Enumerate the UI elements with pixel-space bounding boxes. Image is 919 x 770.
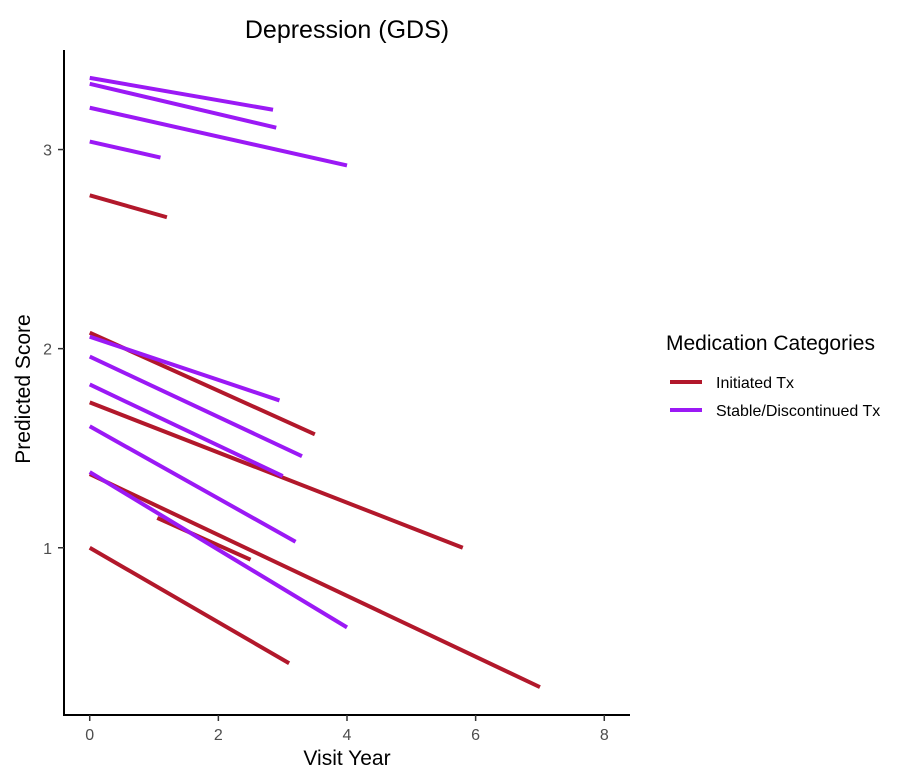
x-tick-label-6: 6	[471, 727, 480, 744]
chart-title: Depression (GDS)	[245, 16, 449, 44]
series-0	[88, 193, 541, 689]
series-0-line-0	[89, 193, 168, 220]
series-1-line-5	[88, 354, 303, 458]
series-1-line-2	[89, 105, 348, 168]
x-axis-title: Visit Year	[303, 747, 390, 770]
legend-label-0: Initiated Tx	[716, 375, 794, 392]
x-tick-label-8: 8	[600, 727, 609, 744]
series-1-line-3	[89, 139, 161, 160]
x-tick-label-2: 2	[214, 727, 223, 744]
y-axis-title: Predicted Score	[12, 314, 35, 463]
series-1-line-6	[88, 382, 284, 478]
series-1	[88, 75, 349, 630]
series-1-line-4	[89, 334, 281, 403]
x-tick-label-4: 4	[343, 727, 352, 744]
series-1-line-7	[88, 424, 297, 544]
y-tick-label-2: 2	[43, 342, 52, 359]
series-1-line-0	[89, 75, 274, 112]
legend-label-1: Stable/Discontinued Tx	[716, 403, 880, 420]
plot-area: 0 2 4 6 8 1 2 3	[43, 50, 630, 744]
y-tick-label-1: 1	[43, 541, 52, 558]
x-tick-label-0: 0	[85, 727, 94, 744]
series-1-line-1	[89, 81, 277, 130]
series-0-line-3	[88, 472, 541, 689]
legend-title: Medication Categories	[666, 332, 875, 355]
series-1-line-8	[88, 470, 349, 630]
y-tick-label-3: 3	[43, 143, 52, 160]
legend: Medication Categories Initiated Tx Stable…	[666, 332, 880, 420]
series-0-line-5	[88, 546, 291, 665]
